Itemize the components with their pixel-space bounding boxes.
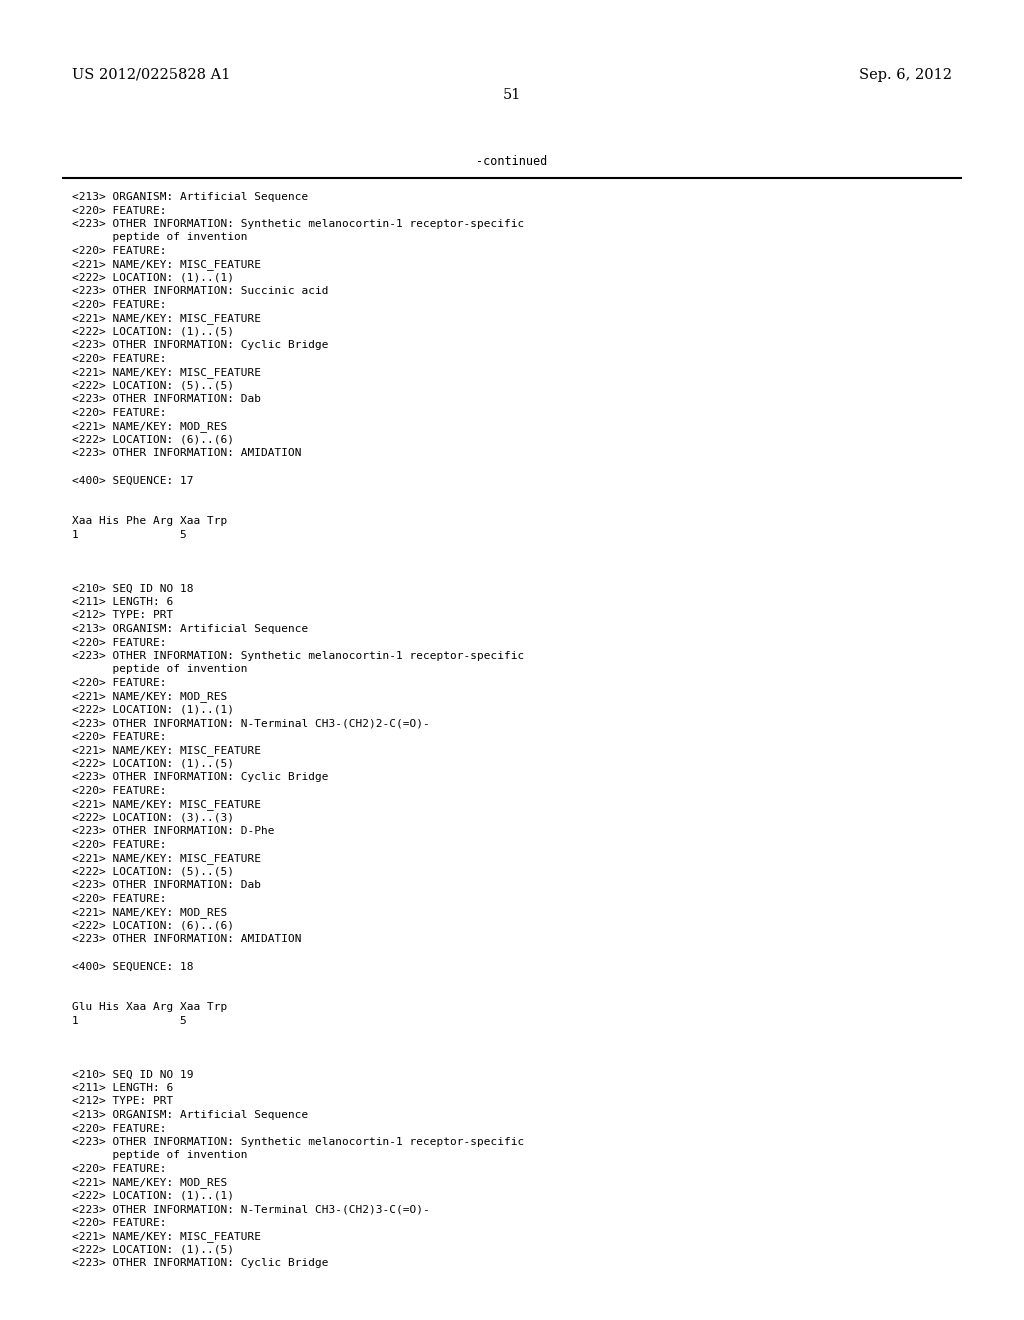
- Text: <223> OTHER INFORMATION: Cyclic Bridge: <223> OTHER INFORMATION: Cyclic Bridge: [72, 1258, 329, 1269]
- Text: <223> OTHER INFORMATION: Synthetic melanocortin-1 receptor-specific: <223> OTHER INFORMATION: Synthetic melan…: [72, 1137, 524, 1147]
- Text: <400> SEQUENCE: 17: <400> SEQUENCE: 17: [72, 475, 194, 486]
- Text: 1               5: 1 5: [72, 1015, 186, 1026]
- Text: <220> FEATURE:: <220> FEATURE:: [72, 638, 167, 648]
- Text: <211> LENGTH: 6: <211> LENGTH: 6: [72, 1082, 173, 1093]
- Text: <221> NAME/KEY: MISC_FEATURE: <221> NAME/KEY: MISC_FEATURE: [72, 1232, 261, 1242]
- Text: <223> OTHER INFORMATION: Dab: <223> OTHER INFORMATION: Dab: [72, 880, 261, 891]
- Text: <223> OTHER INFORMATION: Synthetic melanocortin-1 receptor-specific: <223> OTHER INFORMATION: Synthetic melan…: [72, 651, 524, 661]
- Text: <221> NAME/KEY: MISC_FEATURE: <221> NAME/KEY: MISC_FEATURE: [72, 367, 261, 379]
- Text: <221> NAME/KEY: MOD_RES: <221> NAME/KEY: MOD_RES: [72, 908, 227, 919]
- Text: <222> LOCATION: (1)..(1): <222> LOCATION: (1)..(1): [72, 273, 234, 282]
- Text: <220> FEATURE:: <220> FEATURE:: [72, 678, 167, 688]
- Text: <220> FEATURE:: <220> FEATURE:: [72, 1218, 167, 1228]
- Text: <210> SEQ ID NO 19: <210> SEQ ID NO 19: [72, 1069, 194, 1080]
- Text: <223> OTHER INFORMATION: Cyclic Bridge: <223> OTHER INFORMATION: Cyclic Bridge: [72, 341, 329, 351]
- Text: <220> FEATURE:: <220> FEATURE:: [72, 1164, 167, 1173]
- Text: <221> NAME/KEY: MISC_FEATURE: <221> NAME/KEY: MISC_FEATURE: [72, 746, 261, 756]
- Text: <220> FEATURE:: <220> FEATURE:: [72, 1123, 167, 1134]
- Text: Xaa His Phe Arg Xaa Trp: Xaa His Phe Arg Xaa Trp: [72, 516, 227, 525]
- Text: <221> NAME/KEY: MISC_FEATURE: <221> NAME/KEY: MISC_FEATURE: [72, 800, 261, 810]
- Text: <213> ORGANISM: Artificial Sequence: <213> ORGANISM: Artificial Sequence: [72, 191, 308, 202]
- Text: <210> SEQ ID NO 18: <210> SEQ ID NO 18: [72, 583, 194, 594]
- Text: <223> OTHER INFORMATION: AMIDATION: <223> OTHER INFORMATION: AMIDATION: [72, 449, 301, 458]
- Text: <222> LOCATION: (5)..(5): <222> LOCATION: (5)..(5): [72, 867, 234, 876]
- Text: <223> OTHER INFORMATION: D-Phe: <223> OTHER INFORMATION: D-Phe: [72, 826, 274, 837]
- Text: <223> OTHER INFORMATION: Succinic acid: <223> OTHER INFORMATION: Succinic acid: [72, 286, 329, 297]
- Text: peptide of invention: peptide of invention: [72, 664, 248, 675]
- Text: <220> FEATURE:: <220> FEATURE:: [72, 206, 167, 215]
- Text: <222> LOCATION: (1)..(5): <222> LOCATION: (1)..(5): [72, 759, 234, 770]
- Text: <220> FEATURE:: <220> FEATURE:: [72, 733, 167, 742]
- Text: <220> FEATURE:: <220> FEATURE:: [72, 840, 167, 850]
- Text: <213> ORGANISM: Artificial Sequence: <213> ORGANISM: Artificial Sequence: [72, 624, 308, 634]
- Text: <221> NAME/KEY: MOD_RES: <221> NAME/KEY: MOD_RES: [72, 1177, 227, 1188]
- Text: <222> LOCATION: (1)..(5): <222> LOCATION: (1)..(5): [72, 327, 234, 337]
- Text: <223> OTHER INFORMATION: AMIDATION: <223> OTHER INFORMATION: AMIDATION: [72, 935, 301, 945]
- Text: <220> FEATURE:: <220> FEATURE:: [72, 300, 167, 310]
- Text: <400> SEQUENCE: 18: <400> SEQUENCE: 18: [72, 961, 194, 972]
- Text: <220> FEATURE:: <220> FEATURE:: [72, 785, 167, 796]
- Text: 51: 51: [503, 88, 521, 102]
- Text: US 2012/0225828 A1: US 2012/0225828 A1: [72, 69, 230, 82]
- Text: <221> NAME/KEY: MISC_FEATURE: <221> NAME/KEY: MISC_FEATURE: [72, 854, 261, 865]
- Text: <222> LOCATION: (6)..(6): <222> LOCATION: (6)..(6): [72, 436, 234, 445]
- Text: Glu His Xaa Arg Xaa Trp: Glu His Xaa Arg Xaa Trp: [72, 1002, 227, 1012]
- Text: <222> LOCATION: (1)..(1): <222> LOCATION: (1)..(1): [72, 1191, 234, 1201]
- Text: <212> TYPE: PRT: <212> TYPE: PRT: [72, 1097, 173, 1106]
- Text: -continued: -continued: [476, 154, 548, 168]
- Text: <222> LOCATION: (3)..(3): <222> LOCATION: (3)..(3): [72, 813, 234, 822]
- Text: <222> LOCATION: (1)..(1): <222> LOCATION: (1)..(1): [72, 705, 234, 715]
- Text: <222> LOCATION: (1)..(5): <222> LOCATION: (1)..(5): [72, 1245, 234, 1255]
- Text: <221> NAME/KEY: MISC_FEATURE: <221> NAME/KEY: MISC_FEATURE: [72, 314, 261, 325]
- Text: <213> ORGANISM: Artificial Sequence: <213> ORGANISM: Artificial Sequence: [72, 1110, 308, 1119]
- Text: peptide of invention: peptide of invention: [72, 1151, 248, 1160]
- Text: <222> LOCATION: (6)..(6): <222> LOCATION: (6)..(6): [72, 921, 234, 931]
- Text: <211> LENGTH: 6: <211> LENGTH: 6: [72, 597, 173, 607]
- Text: <223> OTHER INFORMATION: Cyclic Bridge: <223> OTHER INFORMATION: Cyclic Bridge: [72, 772, 329, 783]
- Text: <220> FEATURE:: <220> FEATURE:: [72, 894, 167, 904]
- Text: 1               5: 1 5: [72, 529, 186, 540]
- Text: Sep. 6, 2012: Sep. 6, 2012: [859, 69, 952, 82]
- Text: <221> NAME/KEY: MISC_FEATURE: <221> NAME/KEY: MISC_FEATURE: [72, 260, 261, 271]
- Text: <220> FEATURE:: <220> FEATURE:: [72, 246, 167, 256]
- Text: <223> OTHER INFORMATION: N-Terminal CH3-(CH2)3-C(=O)-: <223> OTHER INFORMATION: N-Terminal CH3-…: [72, 1204, 430, 1214]
- Text: <212> TYPE: PRT: <212> TYPE: PRT: [72, 610, 173, 620]
- Text: <223> OTHER INFORMATION: Dab: <223> OTHER INFORMATION: Dab: [72, 395, 261, 404]
- Text: <220> FEATURE:: <220> FEATURE:: [72, 354, 167, 364]
- Text: <220> FEATURE:: <220> FEATURE:: [72, 408, 167, 418]
- Text: <222> LOCATION: (5)..(5): <222> LOCATION: (5)..(5): [72, 381, 234, 391]
- Text: <221> NAME/KEY: MOD_RES: <221> NAME/KEY: MOD_RES: [72, 692, 227, 702]
- Text: <223> OTHER INFORMATION: Synthetic melanocortin-1 receptor-specific: <223> OTHER INFORMATION: Synthetic melan…: [72, 219, 524, 228]
- Text: <221> NAME/KEY: MOD_RES: <221> NAME/KEY: MOD_RES: [72, 421, 227, 433]
- Text: <223> OTHER INFORMATION: N-Terminal CH3-(CH2)2-C(=O)-: <223> OTHER INFORMATION: N-Terminal CH3-…: [72, 718, 430, 729]
- Text: peptide of invention: peptide of invention: [72, 232, 248, 243]
